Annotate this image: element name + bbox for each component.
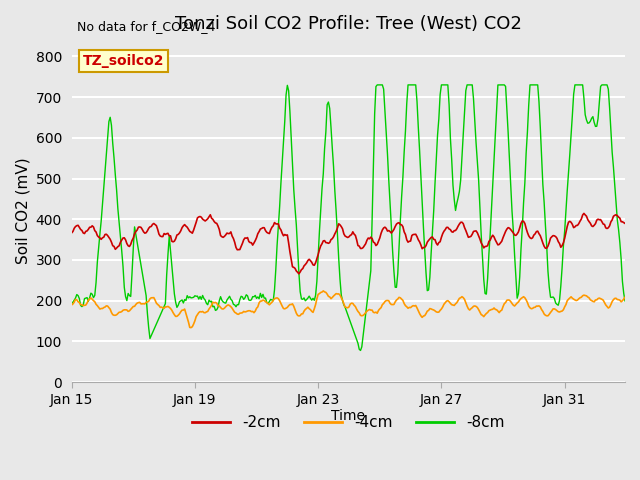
Text: TZ_soilco2: TZ_soilco2 [83,54,164,68]
Title: Tonzi Soil CO2 Profile: Tree (West) CO2: Tonzi Soil CO2 Profile: Tree (West) CO2 [175,15,522,33]
Y-axis label: Soil CO2 (mV): Soil CO2 (mV) [15,158,30,264]
X-axis label: Time: Time [332,409,365,423]
Legend: -2cm, -4cm, -8cm: -2cm, -4cm, -8cm [186,409,511,436]
Text: No data for f_CO2W_4: No data for f_CO2W_4 [77,20,216,33]
